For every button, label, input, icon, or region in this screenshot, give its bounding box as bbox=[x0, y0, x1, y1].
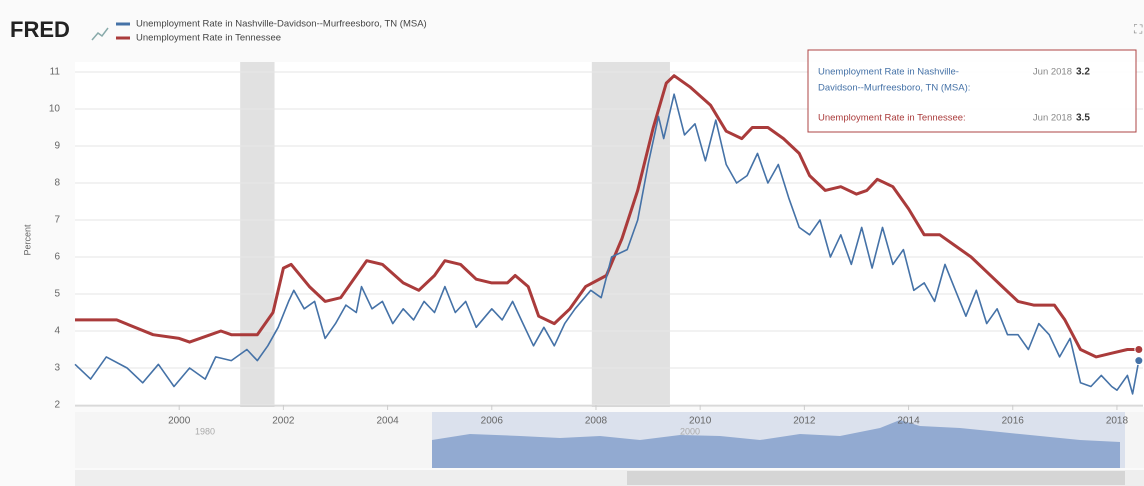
y-tick-label: 7 bbox=[54, 215, 60, 226]
navigator-label: 1980 bbox=[195, 426, 215, 436]
y-tick-label: 5 bbox=[54, 289, 60, 300]
tooltip-date: Jun 2018 bbox=[1033, 67, 1072, 78]
x-tick-label: 2014 bbox=[897, 416, 920, 427]
x-tick-label: 2000 bbox=[168, 416, 191, 427]
tooltip-date: Jun 2018 bbox=[1033, 113, 1072, 124]
y-tick-label: 10 bbox=[49, 104, 61, 115]
x-tick-label: 2016 bbox=[1002, 416, 1025, 427]
legend-label: Unemployment Rate in Tennessee bbox=[136, 33, 281, 44]
y-tick-label: 6 bbox=[54, 252, 60, 263]
navigator-series bbox=[432, 420, 1120, 468]
navigator-label: 2000 bbox=[680, 426, 700, 436]
recession-band bbox=[240, 62, 275, 407]
legend-label: Unemployment Rate in Nashville-Davidson-… bbox=[136, 19, 427, 30]
series-line bbox=[75, 74, 1139, 359]
logo-icon bbox=[91, 27, 109, 41]
hover-marker bbox=[1134, 356, 1144, 366]
tooltip-label: Unemployment Rate in Tennessee: bbox=[818, 113, 966, 124]
x-tick-label: 2010 bbox=[689, 416, 712, 427]
x-tick-label: 2006 bbox=[481, 416, 504, 427]
y-tick-label: 9 bbox=[54, 141, 60, 152]
x-tick-label: 2018 bbox=[1106, 416, 1129, 427]
x-tick-label: 2008 bbox=[585, 416, 608, 427]
tooltip-box bbox=[807, 49, 1137, 133]
x-tick-label: 2002 bbox=[272, 416, 295, 427]
x-tick-label: 2004 bbox=[376, 416, 399, 427]
x-tick-label: 2012 bbox=[793, 416, 816, 427]
y-tick-label: 11 bbox=[50, 67, 61, 78]
fullscreen-icon[interactable]: ⛶ bbox=[1133, 22, 1143, 36]
navigator[interactable]: 1980 2000 bbox=[75, 412, 1144, 486]
tooltip-value: 3.2 bbox=[1076, 67, 1090, 78]
tooltip: Unemployment Rate in Nashville- Davidson-… bbox=[807, 49, 1137, 133]
y-tick-label: 3 bbox=[54, 363, 60, 374]
hover-marker bbox=[1134, 345, 1144, 354]
y-tick-label: 8 bbox=[54, 178, 60, 189]
logo: FRED bbox=[10, 17, 70, 42]
series-line bbox=[74, 93, 1140, 395]
tooltip-value: 3.5 bbox=[1076, 113, 1090, 124]
y-tick-label: 4 bbox=[54, 326, 60, 337]
scrollbar-thumb[interactable] bbox=[627, 471, 1125, 485]
tooltip-label: Davidson--Murfreesboro, TN (MSA): bbox=[818, 83, 970, 94]
tooltip-label: Unemployment Rate in Nashville- bbox=[818, 67, 959, 78]
y-axis-label: Percent bbox=[22, 224, 32, 256]
y-tick-label: 2 bbox=[54, 400, 60, 411]
